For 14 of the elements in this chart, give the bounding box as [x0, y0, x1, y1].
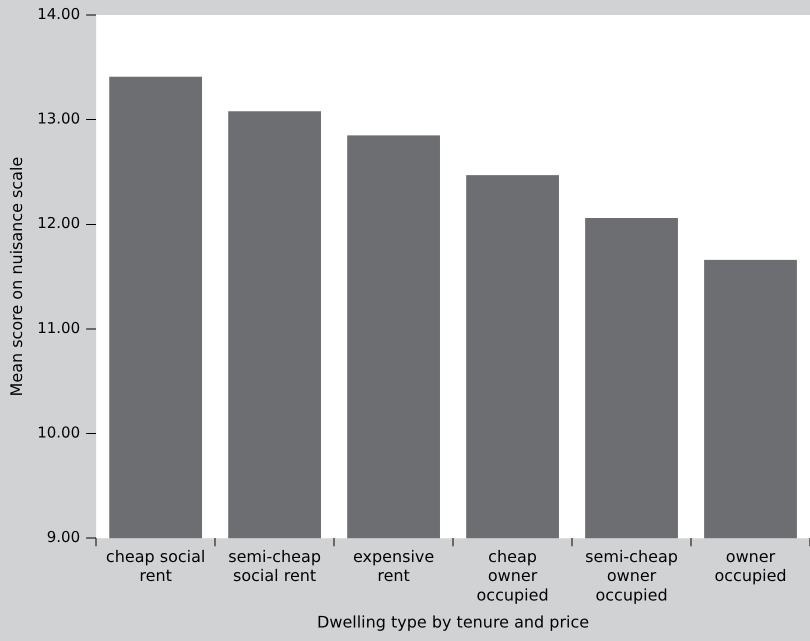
y-tick-label: 9.00 [46, 528, 80, 546]
y-tick-label: 14.00 [37, 4, 80, 23]
x-axis-title: Dwelling type by tenure and price [317, 612, 590, 632]
x-tick-label: semi-cheap owner occupied [585, 546, 678, 604]
y-tick-label: 11.00 [37, 318, 80, 337]
x-tick-label: semi-cheap social rent [228, 546, 321, 586]
y-tick-label: 13.00 [37, 110, 80, 128]
x-tick-label: expensive rent [352, 546, 434, 586]
x-tick-label: cheap owner occupied [476, 546, 549, 604]
x-tick-label: owner occupied [714, 546, 787, 586]
y-axis-title: Mean score on nuisance scale [6, 156, 26, 396]
y-tick-label: 12.00 [37, 214, 80, 232]
x-tick-label: cheap social rent [106, 546, 206, 586]
y-tick-label: 10.00 [37, 423, 80, 442]
